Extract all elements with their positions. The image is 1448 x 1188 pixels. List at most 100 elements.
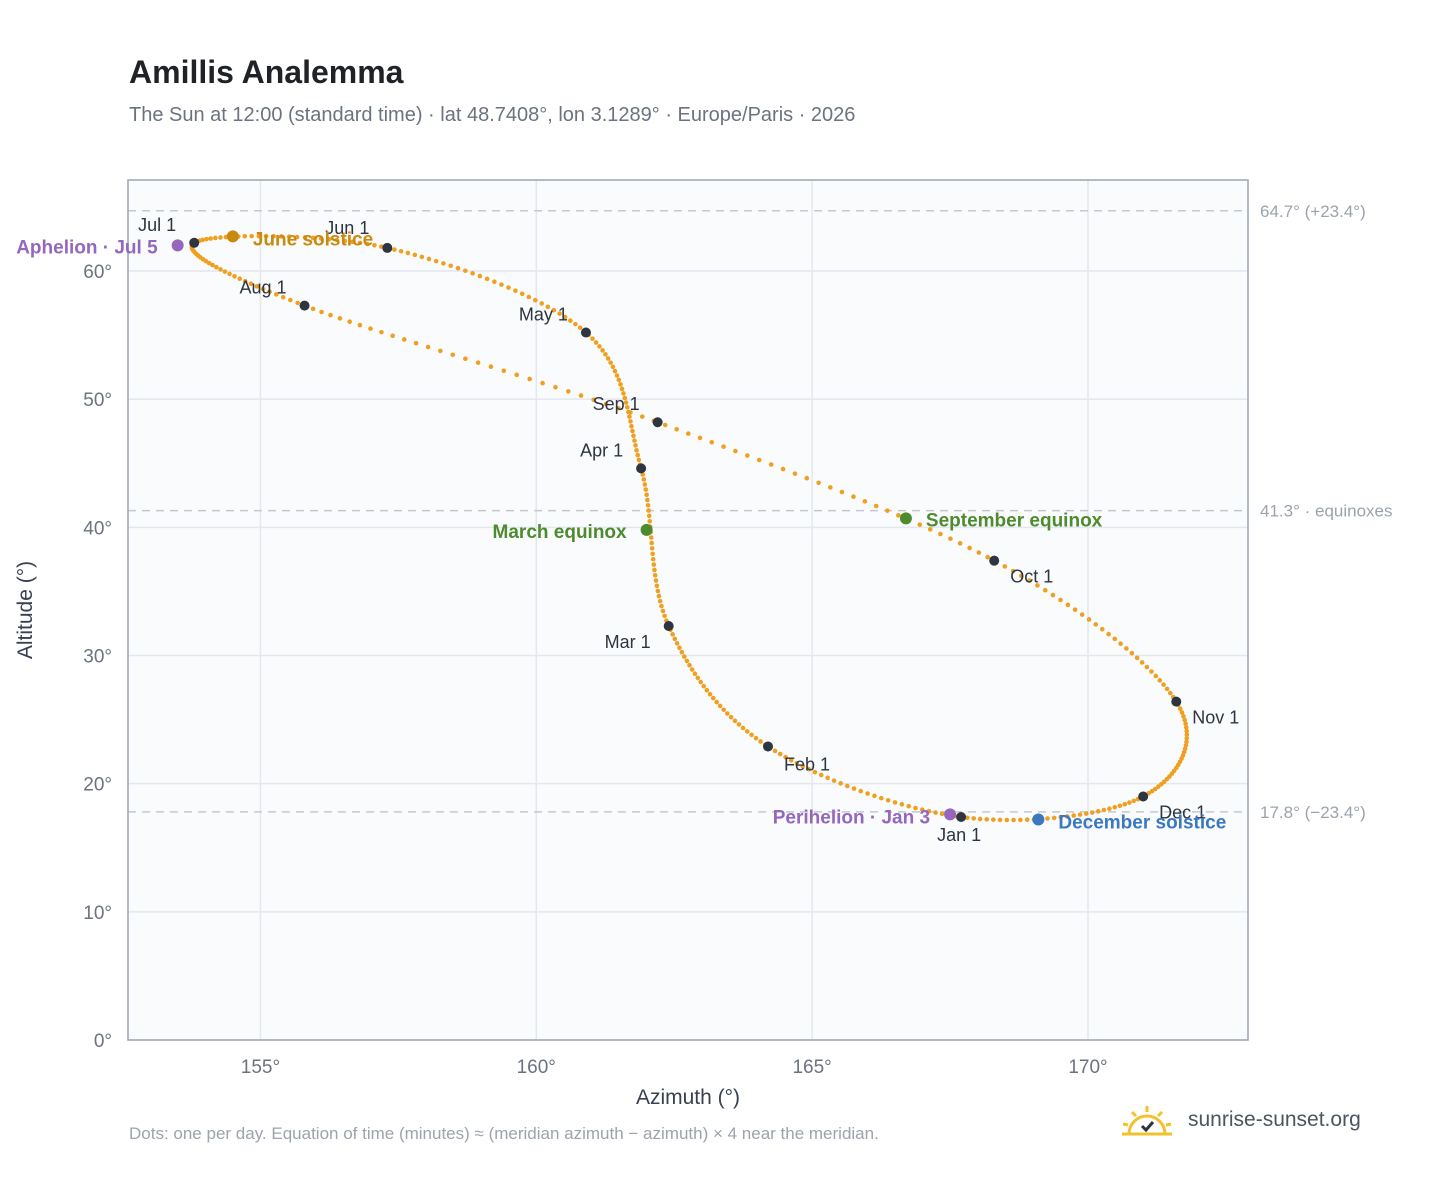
day-dot (698, 679, 704, 685)
day-dot (758, 739, 763, 744)
day-dot (670, 632, 675, 637)
day-dot (927, 527, 933, 532)
month-marker (763, 741, 773, 752)
day-dot (1118, 641, 1123, 646)
day-dot (1183, 725, 1189, 730)
day-dot (294, 234, 300, 240)
day-dot (214, 264, 219, 270)
day-dot (714, 699, 719, 705)
day-dot (655, 588, 661, 594)
day-dot (475, 360, 481, 365)
day-dot (749, 732, 754, 738)
day-dot (633, 443, 638, 448)
day-dot (222, 269, 228, 274)
day-dot (1095, 809, 1101, 814)
day-dot (603, 401, 609, 407)
day-dot (1164, 686, 1170, 692)
month-marker (956, 811, 967, 822)
day-dot (672, 636, 678, 642)
day-dot (1019, 573, 1024, 579)
day-dot (649, 540, 654, 546)
y-tick-label: 20° (83, 775, 112, 796)
day-dot (674, 641, 680, 646)
month-label: Jul 1 (138, 215, 176, 235)
day-dot (568, 318, 573, 323)
day-dot (597, 344, 602, 349)
day-dot (701, 683, 707, 689)
day-dot (692, 671, 698, 677)
day-dot (1181, 714, 1186, 719)
day-dot (851, 494, 856, 499)
day-dot (873, 503, 879, 509)
day-dot (1184, 736, 1190, 741)
day-dot (1042, 587, 1048, 593)
day-dot (610, 364, 616, 370)
day-dot (977, 816, 983, 822)
day-dot (1149, 669, 1154, 674)
day-dot (477, 273, 483, 279)
day-dot (892, 800, 898, 805)
day-dot (426, 256, 432, 262)
day-dot (1112, 804, 1118, 810)
day-dot (756, 457, 762, 463)
day-dot (318, 236, 324, 241)
day-dot (1127, 800, 1132, 805)
day-dot (643, 487, 649, 492)
event-marker (640, 523, 653, 536)
brand[interactable]: sunrise-sunset.org (1120, 1104, 1361, 1136)
day-dot (273, 292, 279, 297)
day-dot (957, 541, 963, 546)
day-dot (1024, 817, 1030, 822)
day-dot (1045, 816, 1050, 821)
day-dot (967, 545, 972, 551)
event-marker (899, 512, 912, 525)
day-dot (539, 301, 545, 306)
day-dot (248, 281, 254, 287)
day-dot (631, 433, 636, 439)
day-dot (985, 554, 991, 560)
day-dot (717, 703, 723, 709)
event-markers: March equinox September equinox June solst… (16, 229, 1226, 833)
day-dot (455, 265, 461, 271)
month-label: Oct 1 (1010, 567, 1053, 587)
day-dot (1099, 626, 1105, 632)
month-label: Nov 1 (1192, 708, 1239, 728)
day-dot (800, 763, 806, 769)
day-dot (368, 326, 373, 331)
day-dot (753, 735, 759, 741)
month-label: May 1 (519, 305, 568, 325)
day-dot (697, 435, 703, 441)
day-dot (412, 252, 418, 258)
day-dot (1101, 807, 1107, 813)
day-dot (1064, 814, 1070, 819)
sun-logo-icon (1122, 1106, 1172, 1136)
day-dot (612, 368, 618, 374)
day-dot (619, 386, 625, 392)
day-dot (506, 285, 511, 290)
y-axis-label: Altitude (°) (14, 561, 37, 659)
day-dot (657, 598, 663, 604)
day-dot (501, 368, 507, 374)
day-dot (733, 448, 738, 454)
day-dot (804, 475, 810, 481)
y-tick-label: 10° (83, 903, 112, 924)
day-dot (413, 340, 419, 346)
day-dot (984, 817, 990, 822)
day-dot (260, 286, 266, 292)
day-dot (825, 775, 830, 781)
day-dot (1086, 617, 1092, 622)
day-dot (551, 307, 557, 313)
day-dot (647, 518, 653, 524)
day-dot (1027, 578, 1032, 583)
day-dot (689, 667, 695, 672)
day-dot (1183, 721, 1188, 727)
day-dot (319, 309, 324, 315)
day-dot (674, 426, 680, 432)
day-dot (806, 766, 812, 772)
day-dot (1167, 690, 1173, 696)
day-dot (642, 482, 648, 487)
y-tick-label: 30° (83, 646, 112, 667)
day-dot (704, 687, 710, 693)
day-dot (632, 438, 637, 443)
day-dot (526, 294, 532, 300)
